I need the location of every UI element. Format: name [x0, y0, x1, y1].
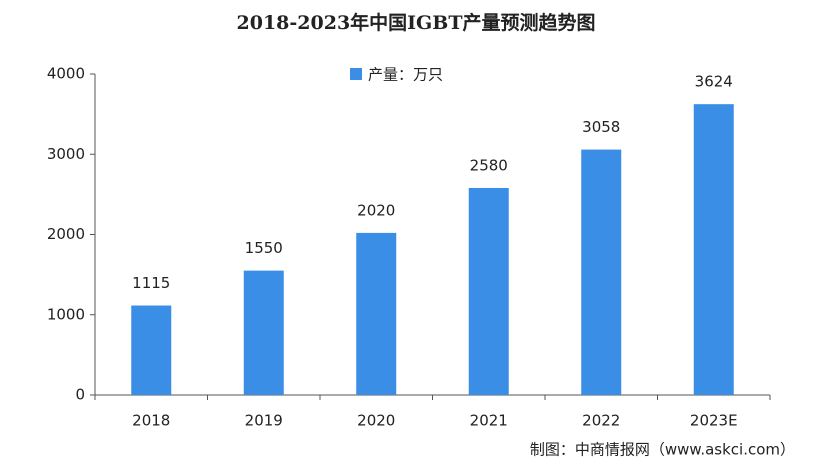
x-tick-label: 2020 [357, 412, 395, 430]
value-label: 1115 [132, 274, 170, 292]
y-tick-label: 2000 [47, 225, 85, 243]
y-tick-label: 1000 [47, 305, 85, 323]
source: 制图：中商情报网（www.askci.com） [530, 441, 795, 459]
x-tick-label: 2018 [132, 412, 170, 430]
bar [468, 187, 509, 395]
bar [243, 270, 284, 395]
x-tick-label: 2022 [582, 412, 620, 430]
value-label: 1550 [245, 239, 283, 257]
value-label: 3624 [695, 73, 733, 91]
y-tick-label: 4000 [47, 65, 85, 83]
legend-label: 产量：万只 [368, 66, 443, 84]
value-label: 3058 [582, 118, 620, 136]
x-tick-label: 2019 [245, 412, 283, 430]
x-tick-label: 2023E [690, 412, 738, 430]
value-label: 2580 [470, 156, 508, 174]
legend-swatch [350, 68, 362, 80]
chart-title: 2018-2023年中国IGBT产量预测趋势图 [237, 11, 596, 34]
bar [581, 149, 622, 395]
bar [693, 104, 734, 395]
x-tick-label: 2021 [470, 412, 508, 430]
bar [131, 305, 172, 395]
value-label: 2020 [357, 201, 395, 219]
y-tick-label: 3000 [47, 145, 85, 163]
y-tick-label: 0 [75, 386, 85, 404]
bar [356, 232, 397, 395]
